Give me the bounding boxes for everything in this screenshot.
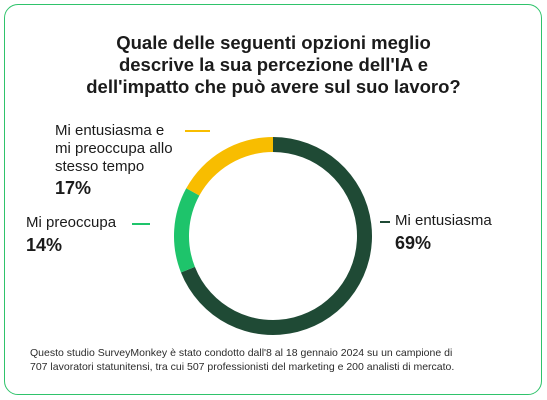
slice-value-worry: 14%: [26, 235, 63, 255]
footnote: Questo studio SurveyMonkey è stato condo…: [30, 346, 520, 374]
chart-title: Quale delle seguenti opzioni meglio desc…: [60, 32, 487, 98]
footnote-line: Questo studio SurveyMonkey è stato condo…: [30, 347, 453, 359]
slice-label-both: Mi entusiasma e mi preoccupa allo stesso…: [55, 122, 173, 176]
slice-label-both-line: mi preoccupa allo: [55, 140, 173, 157]
slice-label-both-line: Mi entusiasma e: [55, 122, 165, 139]
footnote-line: 707 lavoratori statunitensi, tra cui 507…: [30, 361, 455, 373]
donut-slice-both: [186, 137, 273, 196]
slice-value-both: 17%: [55, 178, 92, 198]
slice-label-enthusiasm: Mi entusiasma: [395, 212, 492, 229]
donut-slice-worry: [174, 188, 200, 273]
title-line: dell'impatto che può avere sul suo lavor…: [86, 76, 461, 97]
title-line: Quale delle seguenti opzioni meglio: [116, 32, 431, 53]
slice-value-enthusiasm: 69%: [395, 233, 432, 253]
slice-label-worry: Mi preoccupa: [26, 214, 117, 231]
title-line: descrive la sua percezione dell'IA e: [118, 54, 429, 75]
slice-label-both-line: stesso tempo: [55, 158, 145, 175]
